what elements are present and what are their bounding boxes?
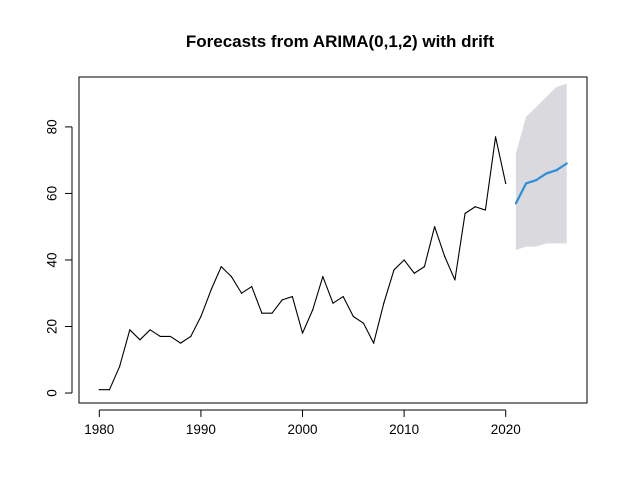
observed-point [373, 342, 375, 344]
observed-point [271, 312, 273, 314]
observed-point [383, 302, 385, 304]
observed-point [484, 209, 486, 211]
observed-point [220, 266, 222, 268]
y-tick-label: 20 [45, 319, 60, 334]
observed-point [180, 342, 182, 344]
y-tick-label: 0 [45, 389, 60, 397]
forecast-point [545, 172, 548, 175]
observed-point [149, 329, 151, 331]
observed-point [393, 269, 395, 271]
observed-point [108, 389, 111, 391]
observed-point [322, 275, 324, 278]
y-tick-label: 40 [45, 252, 60, 267]
observed-point [129, 329, 131, 331]
plot-frame [78, 76, 588, 404]
observed-point [251, 285, 253, 288]
chart-title: Forecasts from ARIMA(0,1,2) with drift [186, 32, 495, 51]
observed-point [342, 295, 344, 298]
x-tick-label: 2000 [287, 422, 317, 437]
forecast-mean-line [514, 162, 568, 204]
observed-point [169, 335, 172, 338]
axes-layer: 1980 1990 2000 2010 2020 0 20 40 60 80 [45, 119, 521, 437]
observed-point [312, 309, 314, 311]
observed-point [352, 315, 354, 318]
observed-series-line [99, 136, 507, 391]
observed-point [261, 312, 263, 314]
observed-point [119, 365, 121, 368]
observed-point [434, 226, 436, 228]
prediction-interval-band [515, 83, 567, 250]
forecast-point [535, 179, 538, 182]
y-tick-label: 80 [45, 119, 60, 134]
forecast-series-layer [514, 162, 568, 205]
observed-point [159, 335, 161, 338]
observed-point [403, 259, 405, 261]
observed-point [423, 266, 426, 268]
observed-point [291, 295, 293, 298]
observed-point [454, 279, 456, 281]
x-tick-label: 1980 [84, 422, 114, 437]
forecast-point [524, 182, 528, 185]
observed-point [464, 212, 466, 214]
x-tick-label: 2010 [389, 422, 419, 437]
observed-point [98, 389, 100, 391]
x-tick-label: 2020 [491, 422, 521, 437]
x-tick-label: 1990 [186, 422, 216, 437]
observed-point [190, 335, 192, 338]
observed-point [413, 272, 415, 274]
observed-point [474, 206, 476, 208]
y-tick-label: 60 [45, 186, 60, 201]
forecast-point [565, 162, 568, 165]
observed-point [139, 339, 141, 341]
observed-point [301, 332, 304, 334]
forecast-point [555, 169, 558, 172]
observed-point [230, 275, 232, 278]
observed-point [210, 289, 212, 291]
observed-point [505, 182, 507, 185]
observed-point [332, 302, 334, 304]
prediction-interval-layer [515, 83, 567, 250]
observed-point [494, 136, 497, 138]
observed-point [200, 315, 202, 318]
observed-point [240, 292, 243, 294]
observed-point [281, 299, 283, 301]
observed-point [444, 256, 446, 258]
observed-point [362, 322, 365, 324]
forecast-point [514, 202, 517, 205]
observed-series-layer [98, 136, 507, 391]
